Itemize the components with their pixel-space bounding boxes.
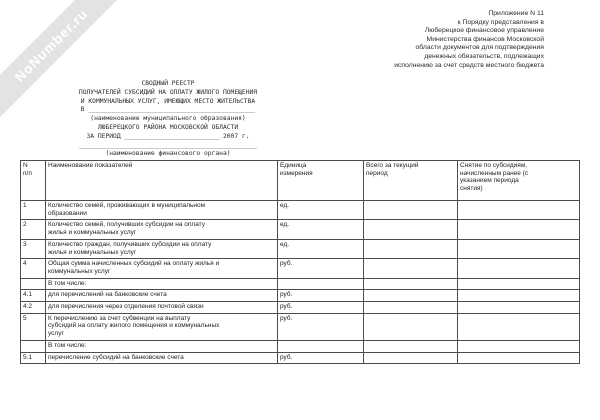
name-cell: Количество семей, проживающих в муниципа… [45,199,278,221]
removal-cell [457,339,580,353]
name-cell: Количество граждан, получивших субсидии … [45,238,278,260]
removal-cell [457,238,580,260]
removal-cell [457,219,580,240]
removal-cell [457,351,580,365]
header-cell-total: Всего за текущий период [363,160,458,201]
name-cell: В том числе: [45,277,278,291]
annex-header-line: денежных обязательств, подлежащих [424,52,544,60]
unit-cell: руб. [277,351,364,365]
num-cell: 2 [20,219,46,240]
table-row: 1 Количество семей, проживающих в муници… [20,199,580,221]
table-row: 4.1 для перечислений на банковские счета… [20,289,580,303]
table-row: 5.1 перечисление субсидий на банковские … [20,351,580,365]
removal-cell [457,199,580,221]
table-row: 3 Количество граждан, получивших субсиди… [20,238,580,260]
header-cell-name: Наименование показателей [45,160,278,201]
annex-header-line: Министерства финансов Московской [426,35,544,43]
title-line: ЛЮБЕРЕЦКОГО РАЙОНА МОСКОВСКОЙ ОБЛАСТИ [97,123,239,131]
name-cell: Количество семей, получивших субсидии на… [45,219,278,240]
title-caption-fin-organ: (наименование финансового органа) [105,150,231,158]
annex-header-line: Приложение N 11 [488,10,544,17]
registry-table: N п/п Наименование показателей Единица и… [20,160,580,365]
name-cell: Общая сумма начисленных субсидий на опла… [45,258,278,279]
unit-cell: руб. [277,258,364,279]
total-cell [363,351,458,365]
document-title: СВОДНЫЙ РЕЕСТР ПОЛУЧАТЕЛЕЙ СУБСИДИЙ НА О… [62,80,274,159]
title-line: СВОДНЫЙ РЕЕСТР [141,80,195,87]
unit-cell: руб. [277,289,364,303]
num-cell [20,277,46,291]
removal-cell [457,258,580,279]
unit-cell: руб. [277,301,364,314]
title-caption-municipality: (наименование муниципального образования… [90,115,246,123]
total-cell [363,312,458,341]
total-cell [363,238,458,260]
annex-header: Приложение N 11 к Порядку представления … [394,10,544,70]
annex-header-line: исполнению за счет средств местного бюдж… [394,61,544,69]
table-row: 2 Количество семей, получивших субсидии … [20,219,580,240]
num-cell: 5 [20,312,46,341]
name-cell: для перечислений на банковские счета [45,289,278,303]
num-cell: 4.2 [20,301,46,314]
name-cell: для перечисления через отделения почтово… [45,301,278,314]
num-cell [20,339,46,353]
total-cell [363,339,458,353]
table-row: 4.2 для перечисления через отделения поч… [20,301,580,314]
total-cell [363,258,458,279]
total-cell [363,199,458,221]
removal-cell [457,301,580,314]
table-row-subtotal-label: В том числе: [20,339,580,353]
num-cell: 1 [20,199,46,221]
removal-cell [457,277,580,291]
table-header-row: N п/п Наименование показателей Единица и… [20,160,580,201]
unit-cell: руб. [277,312,364,341]
num-cell: 3 [20,238,46,260]
table-row: 4 Общая сумма начисленных субсидий на оп… [20,258,580,279]
annex-header-line: к Порядку представления в [457,18,544,26]
annex-header-line: Люберецкое финансовое управление [424,27,544,35]
unit-cell [277,339,364,353]
name-cell: перечисление субсидий на банковские счет… [45,351,278,365]
table-row: 5 К перечислению за счет субвенции на вы… [20,312,580,341]
total-cell [363,289,458,303]
num-cell: 4 [20,258,46,279]
header-cell-unit: Единица измерения [277,160,364,201]
header-cell-removal: Снятие по субсидиям, начисленным ранее (… [457,160,580,201]
unit-cell: ед. [277,219,364,240]
unit-cell: ед. [277,238,364,260]
title-line: ПОЛУЧАТЕЛЕЙ СУБСИДИЙ НА ОПЛАТУ ЖИЛОГО ПО… [78,88,258,96]
removal-cell [457,289,580,303]
name-cell: В том числе: [45,339,278,353]
annex-header-line: области документов для подтверждения [415,44,544,52]
total-cell [363,219,458,240]
unit-cell [277,277,364,291]
title-blank-field-municipality: В ______________________________________… [80,106,256,114]
removal-cell [457,312,580,341]
total-cell [363,301,458,314]
title-blank-field-fin-organ: ________________________________________… [78,141,258,149]
title-blank-field-period: ЗА ПЕРИОД _________________________ 2007… [86,132,250,140]
name-cell: К перечислению за счет субвенции на выпл… [45,312,278,341]
total-cell [363,277,458,291]
num-cell: 5.1 [20,351,46,365]
table-row-subtotal-label: В том числе: [20,277,580,291]
num-cell: 4.1 [20,289,46,303]
unit-cell: ед. [277,199,364,221]
watermark-text: NoNumber.ru [11,5,91,85]
header-cell-num: N п/п [20,160,46,201]
title-line: И КОММУНАЛЬНЫХ УСЛУГ, ИМЕЮЩИХ МЕСТО ЖИТЕ… [80,97,256,105]
